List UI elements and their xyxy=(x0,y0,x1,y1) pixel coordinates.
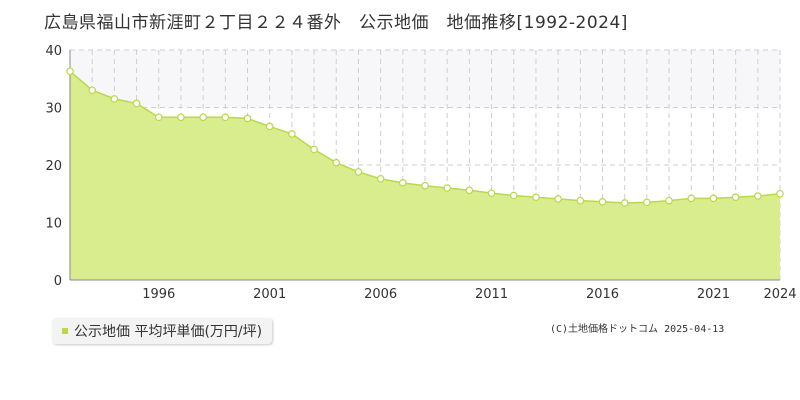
series-area xyxy=(70,71,780,281)
data-point xyxy=(709,194,718,203)
data-point xyxy=(110,95,119,103)
data-point xyxy=(554,195,562,203)
data-point xyxy=(177,113,185,122)
data-point xyxy=(376,175,385,183)
data-point xyxy=(221,113,230,122)
data-point xyxy=(620,199,629,207)
data-point xyxy=(243,114,252,123)
data-point xyxy=(576,196,585,205)
y-tick-label: 20 xyxy=(45,159,62,174)
data-point xyxy=(310,145,318,154)
data-point xyxy=(443,184,451,192)
data-point xyxy=(132,99,141,108)
data-point xyxy=(643,198,651,207)
data-point xyxy=(465,186,474,195)
y-tick-label: 30 xyxy=(45,102,62,117)
x-tick-label: 1996 xyxy=(142,287,175,302)
data-point xyxy=(731,193,740,202)
data-point xyxy=(776,189,784,198)
x-tick-label: 2006 xyxy=(364,287,397,302)
data-point xyxy=(154,113,163,122)
data-point xyxy=(199,113,207,122)
legend-marker-icon xyxy=(62,328,68,334)
data-point xyxy=(754,192,762,200)
x-tick-label: 2001 xyxy=(253,287,286,302)
data-point xyxy=(509,191,518,200)
chart-title: 広島県福山市新涯町２丁目２２４番外 公示地価 地価推移[1992-2024] xyxy=(44,13,628,33)
x-tick-label: 2011 xyxy=(475,287,508,302)
data-point xyxy=(288,130,296,138)
data-point xyxy=(532,193,540,202)
data-point xyxy=(88,86,96,95)
data-point xyxy=(665,196,673,205)
legend: 公示地価 平均坪単価(万円/坪) xyxy=(52,318,273,344)
data-point xyxy=(421,181,429,190)
data-point xyxy=(332,158,341,167)
data-point xyxy=(265,122,274,131)
data-point xyxy=(399,179,407,187)
data-point xyxy=(687,194,696,203)
y-tick-label: 10 xyxy=(45,217,62,232)
legend-label: 公示地価 平均坪単価(万円/坪) xyxy=(74,324,263,340)
x-tick-label: 2016 xyxy=(586,287,619,302)
x-tick-label: 2024 xyxy=(763,287,796,302)
data-point xyxy=(66,67,74,76)
y-tick-label: 0 xyxy=(54,274,62,289)
data-point xyxy=(354,168,363,176)
copyright-text: (C)土地価格ドットコム 2025-04-13 xyxy=(550,324,725,335)
y-tick-label: 40 xyxy=(45,44,62,59)
data-point xyxy=(487,189,496,197)
data-point xyxy=(598,198,607,206)
x-tick-label: 2021 xyxy=(697,287,730,302)
